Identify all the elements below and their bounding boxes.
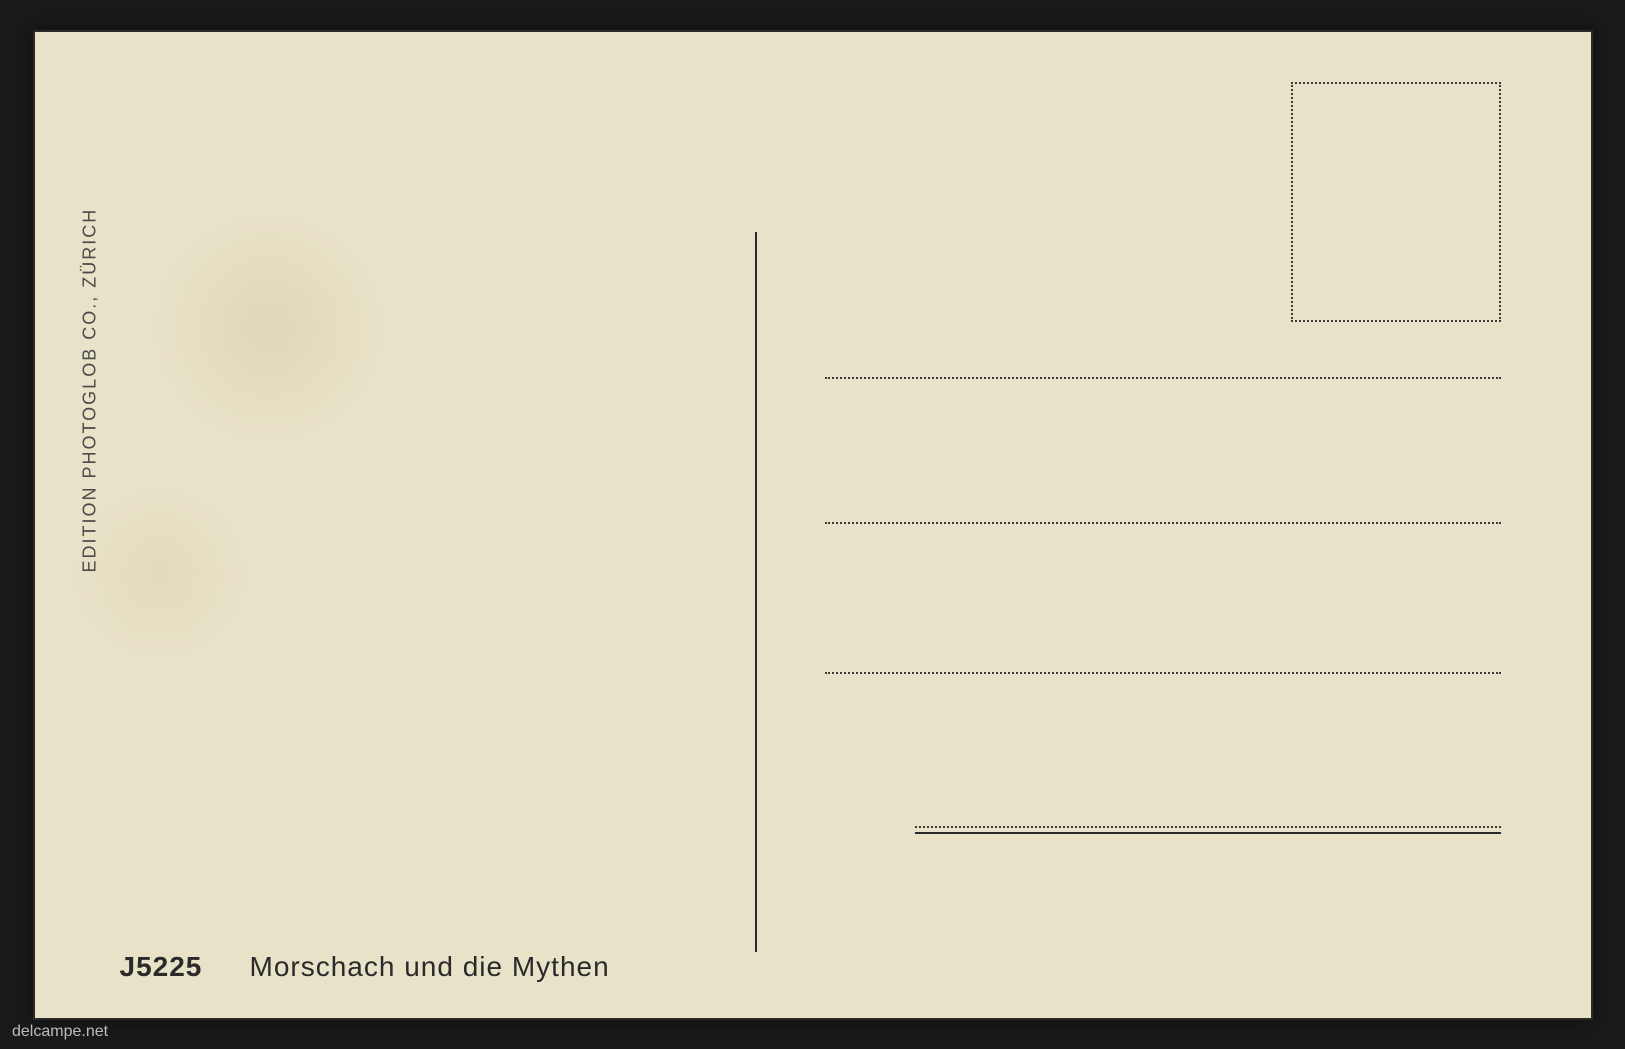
postcard-back: EDITION PHOTOGLOB CO., ZÜRICH J5225 Mors… xyxy=(33,30,1593,1020)
address-line xyxy=(915,832,1501,834)
address-line xyxy=(825,672,1501,674)
postcard-caption: Morschach und die Mythen xyxy=(250,951,610,983)
publisher-imprint: EDITION PHOTOGLOB CO., ZÜRICH xyxy=(79,207,100,572)
catalog-number: J5225 xyxy=(120,951,203,983)
address-line xyxy=(825,522,1501,524)
address-line xyxy=(825,377,1501,379)
center-divider xyxy=(755,232,757,952)
watermark-source: delcampe.net xyxy=(12,1023,108,1041)
stamp-placeholder xyxy=(1291,82,1501,322)
